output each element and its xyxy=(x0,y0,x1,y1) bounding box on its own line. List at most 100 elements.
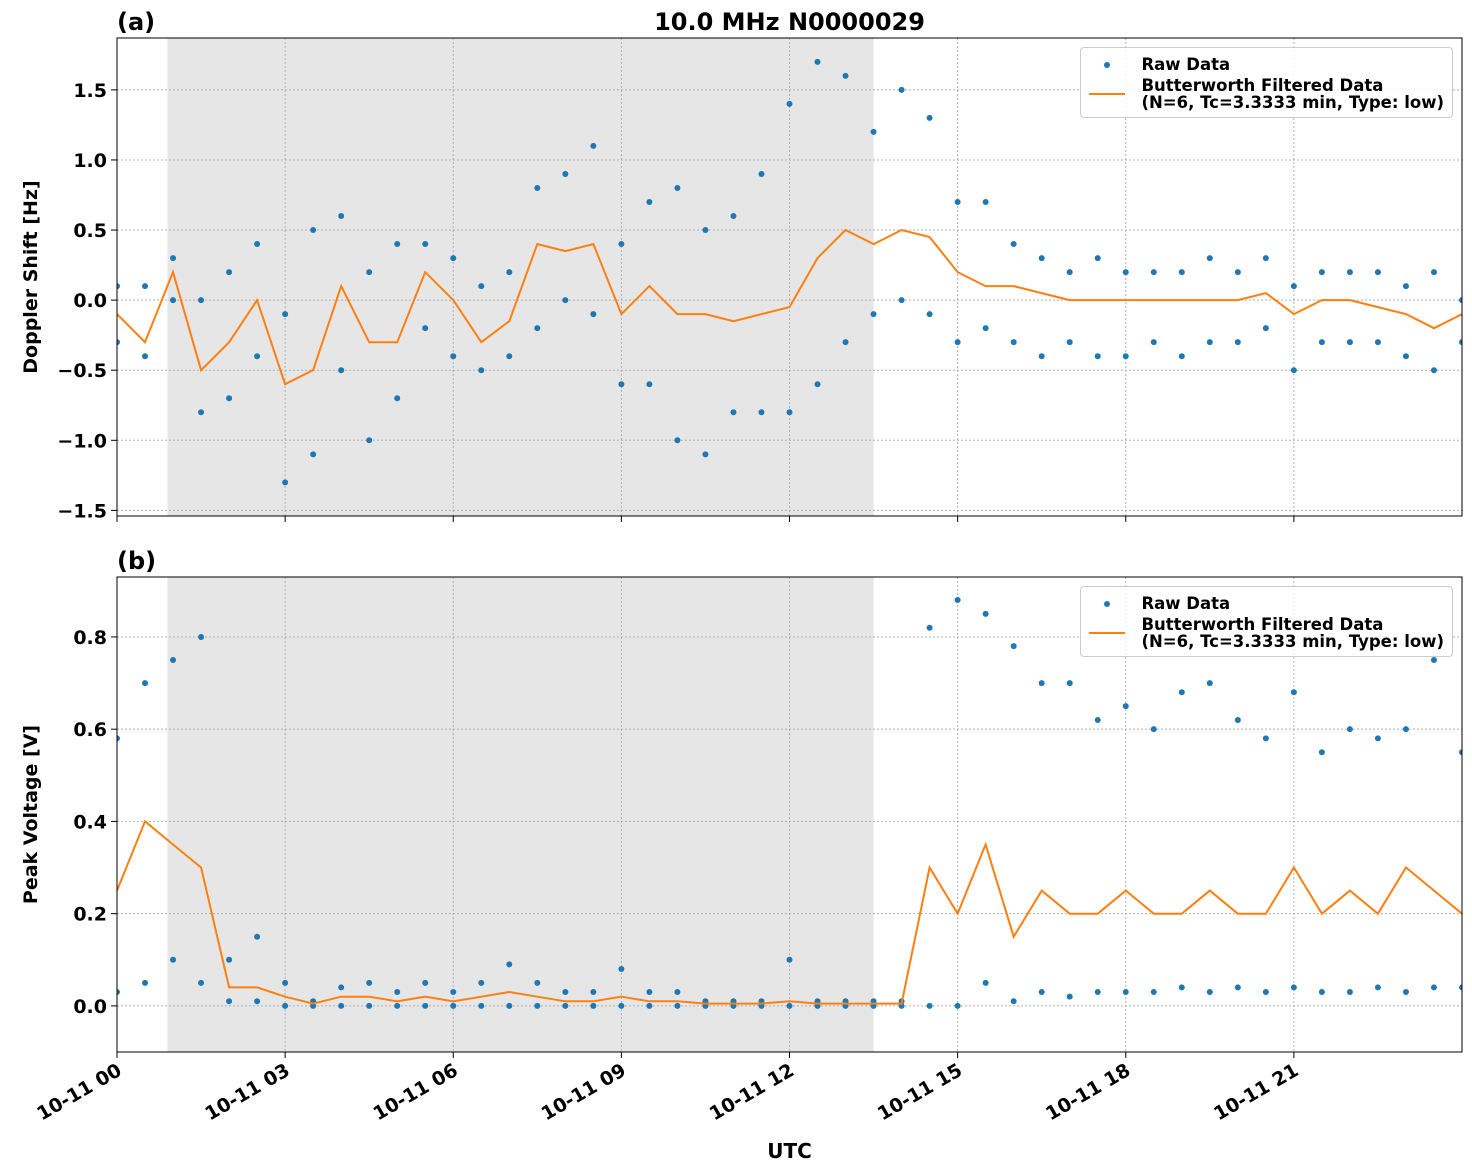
raw-point xyxy=(394,395,401,402)
raw-point xyxy=(1038,989,1045,996)
raw-point xyxy=(1459,297,1462,304)
raw-point xyxy=(1178,689,1185,696)
raw-point xyxy=(338,367,345,374)
raw-point xyxy=(226,269,233,276)
raw-point xyxy=(646,1002,653,1009)
x-tick-label: 10-11 03 xyxy=(201,1059,293,1125)
raw-point xyxy=(422,979,429,986)
y-tick-label: 0.0 xyxy=(73,290,107,312)
raw-point xyxy=(450,989,457,996)
raw-point xyxy=(226,956,233,963)
raw-point xyxy=(1206,339,1213,346)
raw-point xyxy=(310,1002,317,1009)
raw-point xyxy=(814,58,821,65)
x-tick-label: 10-11 09 xyxy=(538,1059,630,1125)
raw-point xyxy=(1234,716,1241,723)
raw-point xyxy=(982,325,989,332)
raw-point xyxy=(1318,339,1325,346)
raw-point xyxy=(562,1002,569,1009)
raw-point xyxy=(954,597,961,604)
raw-point xyxy=(1262,735,1269,742)
raw-point xyxy=(366,269,373,276)
raw-point xyxy=(1234,269,1241,276)
raw-point xyxy=(1459,984,1462,991)
raw-point xyxy=(254,933,261,940)
raw-point xyxy=(226,998,233,1005)
plot-area xyxy=(117,58,1462,486)
x-tick-label: 10-11 18 xyxy=(1042,1059,1134,1125)
y-tick-label: −0.5 xyxy=(57,360,107,382)
raw-point xyxy=(1150,269,1157,276)
x-tick-label: 10-11 12 xyxy=(706,1059,798,1125)
raw-point xyxy=(1374,735,1381,742)
raw-point xyxy=(338,1002,345,1009)
raw-point xyxy=(758,170,765,177)
raw-point xyxy=(926,1002,933,1009)
legend-marker xyxy=(1104,600,1111,607)
raw-point xyxy=(1459,339,1462,346)
raw-point xyxy=(117,339,120,346)
raw-point xyxy=(1066,339,1073,346)
raw-point xyxy=(394,241,401,248)
raw-point xyxy=(1234,984,1241,991)
raw-point xyxy=(1374,269,1381,276)
raw-point xyxy=(618,1002,625,1009)
raw-point xyxy=(142,283,149,290)
axes-frame xyxy=(116,576,1463,1053)
raw-point xyxy=(254,353,261,360)
legend: Raw Data Butterworth Filtered Data (N=6, … xyxy=(1080,586,1453,657)
raw-point xyxy=(674,989,681,996)
raw-point xyxy=(1402,726,1409,733)
raw-point xyxy=(1178,269,1185,276)
y-tick-label: 0.6 xyxy=(73,719,107,741)
raw-point xyxy=(562,170,569,177)
raw-point xyxy=(1094,353,1101,360)
raw-point xyxy=(1038,680,1045,687)
legend-label: Butterworth Filtered Data (N=6, Tc=3.333… xyxy=(1141,76,1444,112)
raw-point xyxy=(1122,269,1129,276)
y-tick-label: 0.8 xyxy=(73,627,107,649)
raw-point xyxy=(1430,984,1437,991)
raw-point xyxy=(590,989,597,996)
raw-point xyxy=(310,227,317,234)
shaded-span xyxy=(167,38,874,516)
raw-point xyxy=(1122,353,1129,360)
raw-point xyxy=(450,1002,457,1009)
raw-point xyxy=(1010,998,1017,1005)
raw-point xyxy=(422,325,429,332)
x-axis-label: UTC xyxy=(767,1139,812,1163)
raw-point xyxy=(117,989,120,996)
shaded-span xyxy=(167,577,874,1052)
legend-swatch xyxy=(1089,93,1126,95)
y-tick-label: 0.0 xyxy=(73,996,107,1018)
raw-point xyxy=(1178,353,1185,360)
raw-point xyxy=(450,353,457,360)
raw-point xyxy=(1094,255,1101,262)
raw-point xyxy=(1262,255,1269,262)
raw-point xyxy=(1318,269,1325,276)
legend-entry: Raw Data xyxy=(1087,56,1444,73)
raw-point xyxy=(1374,339,1381,346)
raw-point xyxy=(366,437,373,444)
raw-point xyxy=(562,989,569,996)
legend-label: Butterworth Filtered Data (N=6, Tc=3.333… xyxy=(1141,615,1444,651)
raw-point xyxy=(366,979,373,986)
raw-point xyxy=(450,255,457,262)
raw-point xyxy=(1094,989,1101,996)
raw-point xyxy=(198,979,205,986)
raw-point xyxy=(646,381,653,388)
raw-point xyxy=(1150,989,1157,996)
raw-point xyxy=(1038,353,1045,360)
raw-point xyxy=(1206,255,1213,262)
raw-point xyxy=(1206,680,1213,687)
raw-point xyxy=(786,409,793,416)
raw-point xyxy=(1402,353,1409,360)
raw-point xyxy=(674,184,681,191)
panel-label: (a) xyxy=(117,8,155,36)
raw-point xyxy=(1346,269,1353,276)
raw-point xyxy=(618,241,625,248)
raw-point xyxy=(1010,241,1017,248)
raw-point xyxy=(1290,689,1297,696)
raw-point xyxy=(898,86,905,93)
raw-point xyxy=(702,227,709,234)
